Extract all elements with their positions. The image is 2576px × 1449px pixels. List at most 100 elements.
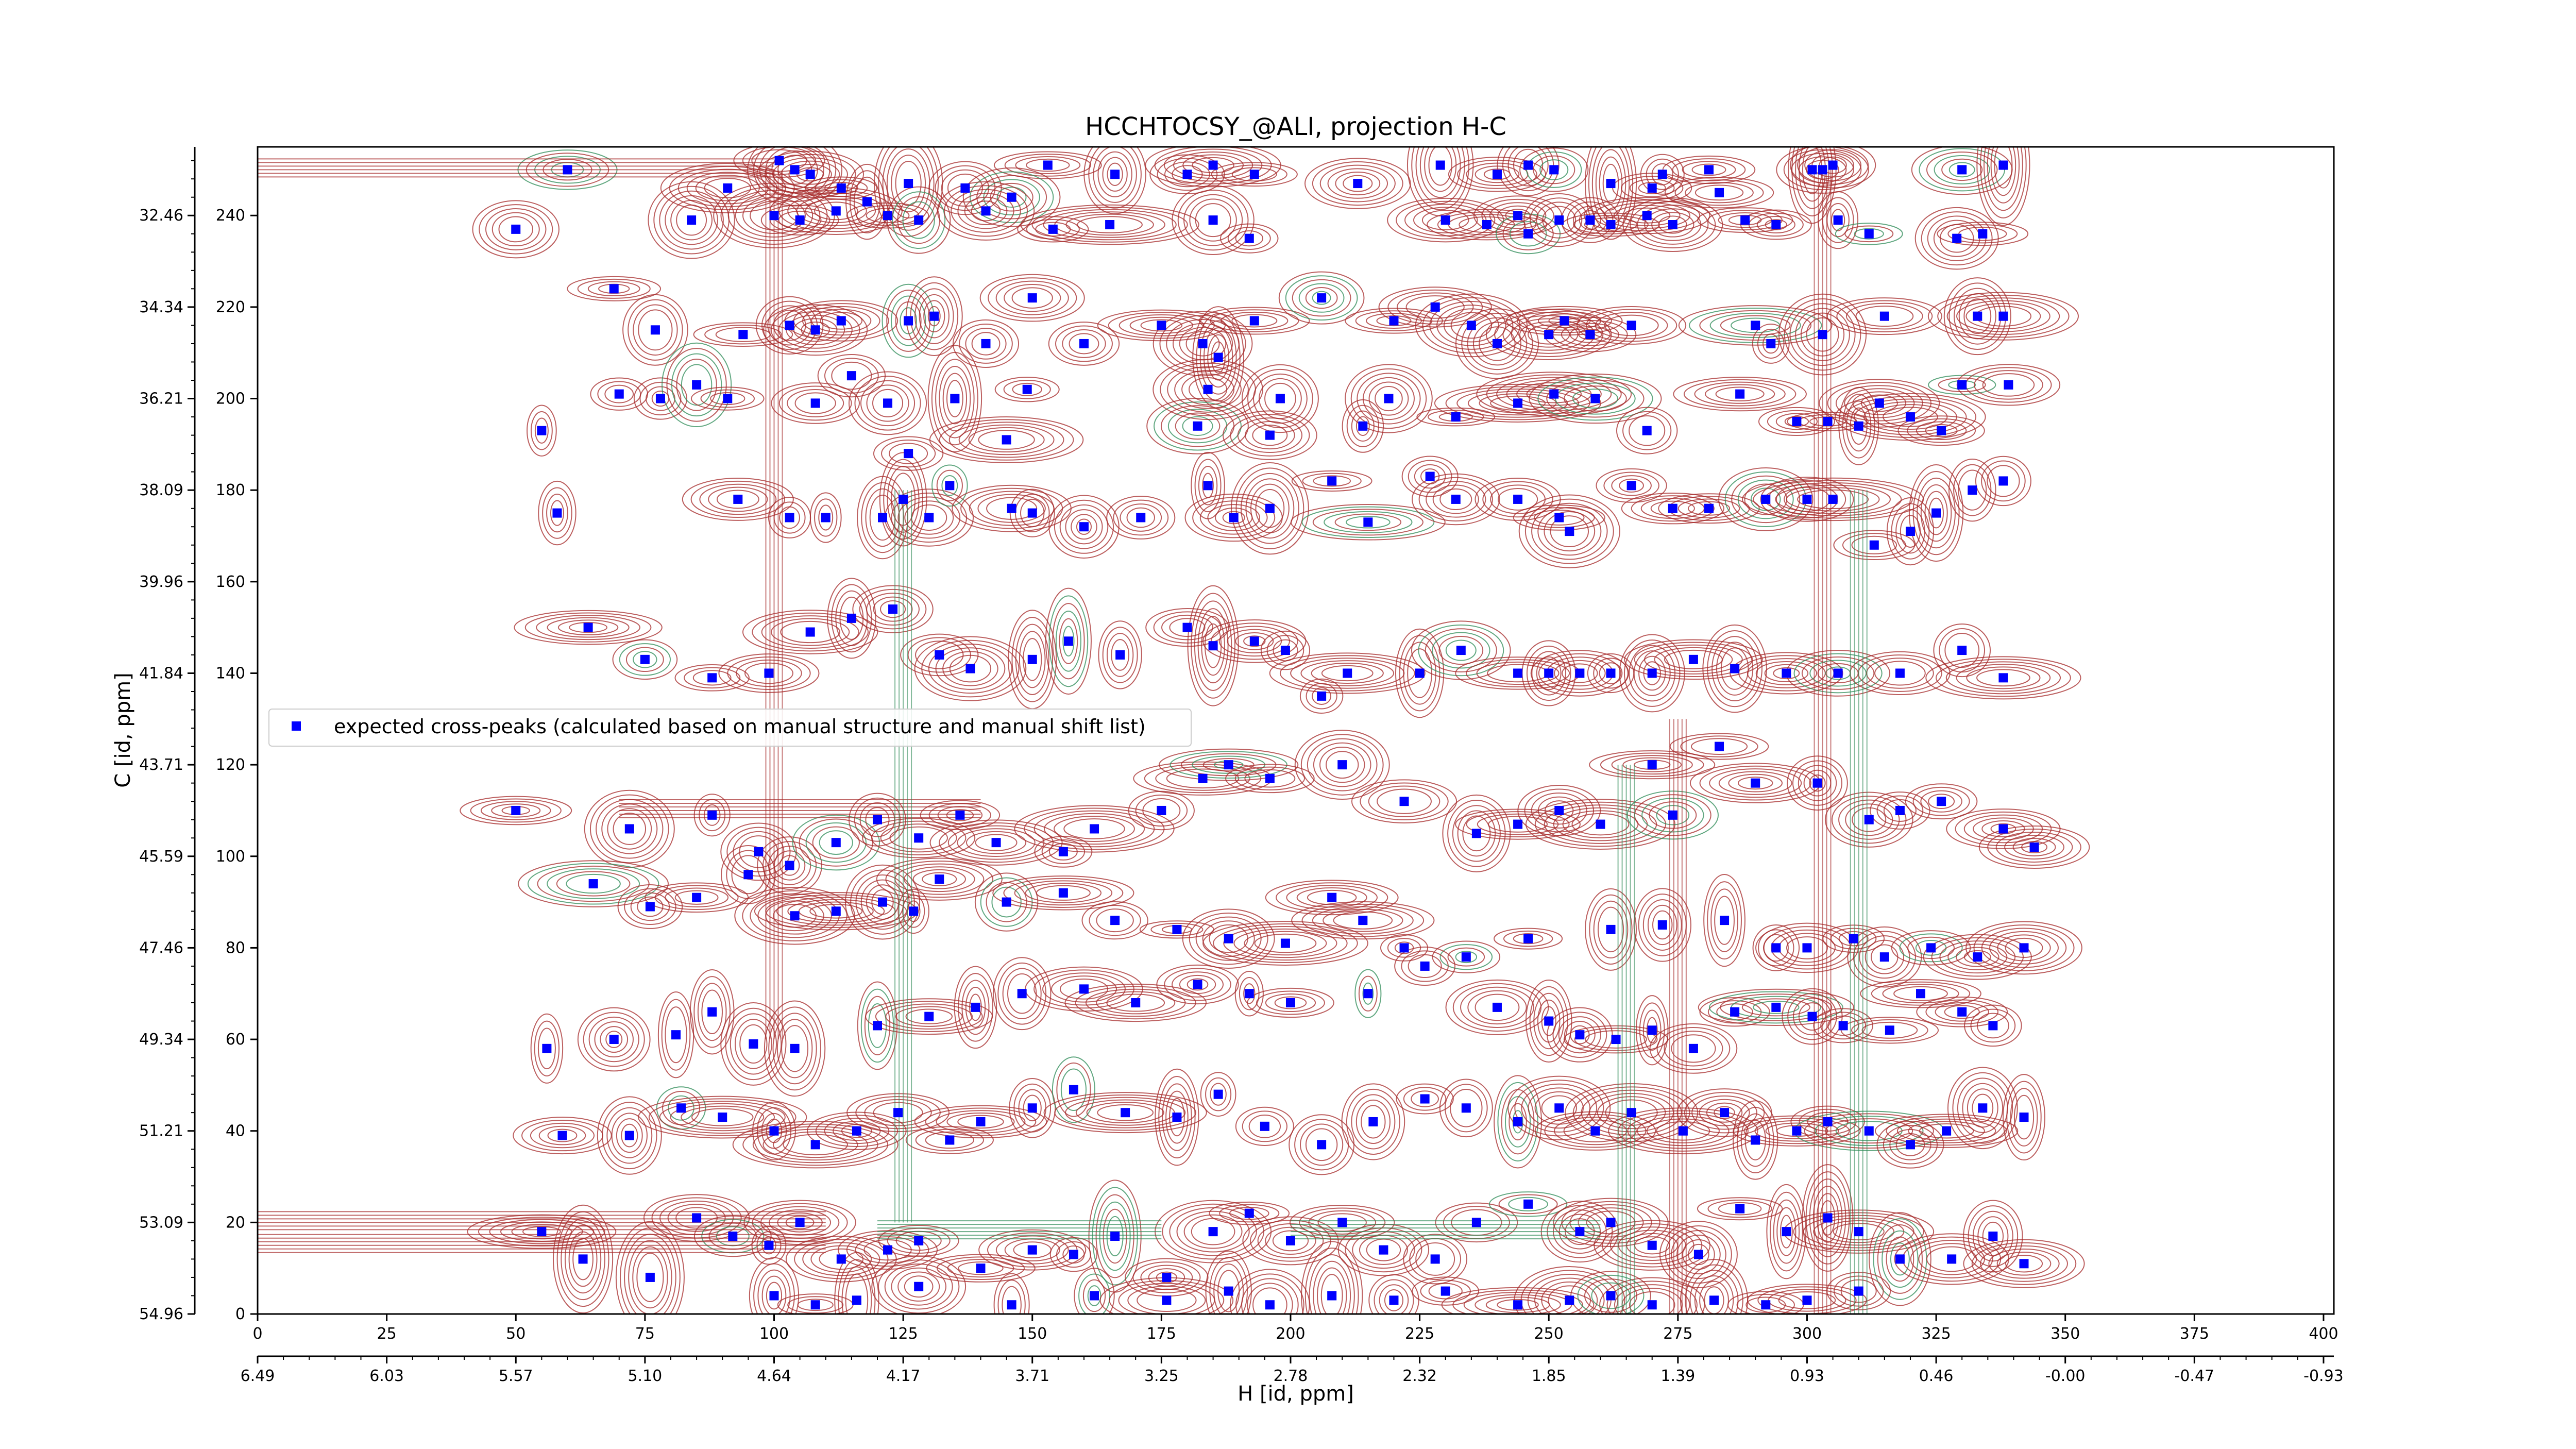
contour-ring <box>1908 1121 1985 1141</box>
contour-ring <box>880 823 957 853</box>
cross-peak-point <box>2019 1113 2029 1122</box>
contour-ring <box>524 612 652 643</box>
contour-ring <box>1319 164 1396 203</box>
contour-ring <box>1265 1226 1316 1255</box>
contour-ring <box>946 809 974 821</box>
contour-ring <box>1475 993 1520 1021</box>
contour-ring <box>1065 213 1154 236</box>
contour-ring <box>1831 209 1845 231</box>
contour-ring <box>1320 1274 1343 1314</box>
cross-peak-point <box>1384 394 1394 403</box>
contour-ring <box>1513 148 1544 182</box>
cross-peak-point <box>1879 952 1889 962</box>
contour-ring <box>846 1233 929 1267</box>
contour-ring <box>1011 287 1053 309</box>
contour-ring <box>1300 660 1395 686</box>
cross-peak-point <box>1229 513 1239 523</box>
contour-ring <box>1120 503 1162 532</box>
contour-ring <box>1611 475 1652 496</box>
contour-ring <box>1623 207 1671 224</box>
contour-ring <box>1502 217 1554 250</box>
contour-ring <box>612 639 678 680</box>
secondary-x-tick-label: 5.10 <box>628 1367 662 1385</box>
contour-ring <box>1709 768 1802 798</box>
contour-ring <box>1207 504 1260 531</box>
contour-ring <box>633 377 688 420</box>
contour-ring <box>1691 163 1726 176</box>
contour-ring <box>1266 635 1304 666</box>
contour-ring <box>1494 928 1563 950</box>
contour-ring <box>611 1113 648 1158</box>
contour-ring <box>946 380 963 417</box>
contour-ring <box>522 1226 561 1237</box>
contour-ring <box>682 477 794 521</box>
contour-ring <box>914 636 1027 701</box>
cross-peak-point <box>1596 819 1605 829</box>
contour-ring <box>601 803 658 854</box>
contour-ring <box>1437 211 1537 238</box>
cross-peak-point <box>1761 494 1771 504</box>
contour-ring <box>1941 158 1983 181</box>
contour-ring <box>772 1131 858 1158</box>
y-tick-label: 160 <box>216 573 245 591</box>
contour-ring <box>1718 771 1792 795</box>
cross-peak-point <box>769 1291 779 1301</box>
contour-ring <box>1775 484 1891 514</box>
cross-peak-point <box>1208 160 1218 170</box>
contour-ring <box>1411 1090 1439 1107</box>
cross-peak-point <box>692 1213 702 1223</box>
contour-ring <box>546 493 568 533</box>
contour-ring <box>1351 779 1458 823</box>
contour-ring <box>1644 644 1743 675</box>
contour-ring <box>772 157 848 192</box>
cross-peak-point <box>557 1131 567 1140</box>
contour-ring <box>846 1093 950 1132</box>
contour-ring <box>1939 628 1986 673</box>
cross-peak-point <box>1007 1300 1016 1310</box>
contour-ring <box>1089 905 1141 936</box>
cross-peak-point <box>1027 1245 1037 1255</box>
cross-peak-point <box>1668 810 1677 820</box>
contour-ring <box>1169 1207 1257 1256</box>
contour-ring <box>537 865 650 902</box>
contour-ring <box>1521 1083 1598 1133</box>
contour-ring <box>824 358 879 394</box>
contour-ring <box>1419 147 1461 198</box>
contour-ring <box>939 822 1054 863</box>
contour-ring <box>1481 198 1554 232</box>
contour-ring <box>1976 669 2030 687</box>
contour-ring <box>1189 377 1228 402</box>
contour-ring <box>885 1003 973 1030</box>
cross-peak-point <box>790 1043 800 1053</box>
contour-ring <box>1092 1187 1138 1286</box>
contour-ring <box>1170 751 1287 779</box>
cross-peak-point <box>588 879 598 889</box>
contour-ring <box>1418 624 1504 677</box>
contour-ring <box>1820 1012 1867 1040</box>
contour-ring <box>1462 815 1491 852</box>
cross-peak-point <box>888 604 898 614</box>
contour-ring <box>1937 222 2029 246</box>
contour-ring <box>968 427 1045 453</box>
contour-ring <box>1569 1204 1652 1241</box>
contour-ring <box>1457 159 1537 189</box>
x-tick-label: 275 <box>1663 1325 1692 1343</box>
contour-ring <box>752 612 869 652</box>
contour-ring <box>1651 163 1673 186</box>
contour-ring <box>577 278 651 299</box>
contour-ring <box>1529 373 1662 424</box>
contour-ring <box>1792 760 1843 806</box>
contour-ring <box>1673 377 1807 412</box>
contour-ring <box>935 359 975 439</box>
cross-peak-point <box>1244 1208 1254 1218</box>
cross-peak-point <box>1090 1291 1099 1301</box>
cross-peak-point <box>1575 1030 1585 1040</box>
contour-ring <box>1162 1083 1192 1151</box>
contour-ring <box>1619 634 1685 713</box>
cross-peak-point <box>1849 934 1858 943</box>
cross-peak-point <box>1771 220 1781 229</box>
cross-peak-point <box>1565 1295 1574 1305</box>
contour-ring <box>1664 177 1774 209</box>
contour-ring <box>1343 175 1373 192</box>
contour-ring <box>1312 906 1414 935</box>
